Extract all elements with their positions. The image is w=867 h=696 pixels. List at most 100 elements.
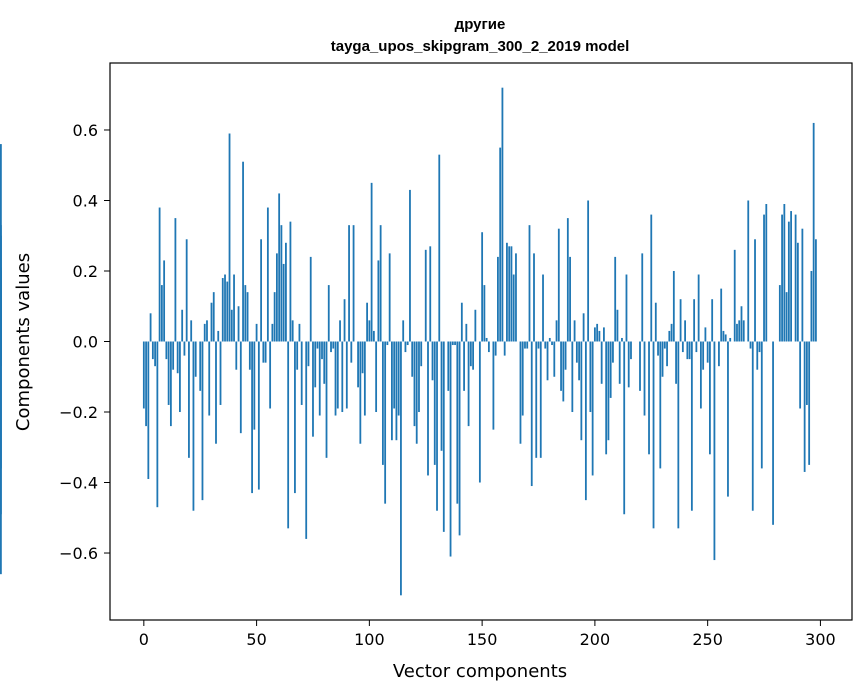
bar-182 <box>553 341 556 377</box>
bar-50 <box>255 323 258 342</box>
bar-10 <box>165 341 168 360</box>
bar-244 <box>693 299 696 342</box>
bar-102 <box>372 330 375 342</box>
bar-250 <box>706 341 709 363</box>
bar-292 <box>801 228 804 342</box>
bar-256 <box>720 288 723 342</box>
bar-98 <box>363 341 366 416</box>
x-tick-label: 300 <box>805 630 836 649</box>
bar-16 <box>179 341 181 413</box>
bar-5 <box>154 341 156 367</box>
bar-194 <box>580 341 583 441</box>
bar-41 <box>235 341 238 370</box>
bar-183 <box>555 320 558 342</box>
bar-84 <box>332 341 335 349</box>
bar-243 <box>690 341 693 511</box>
bar-114 <box>400 341 402 596</box>
bar-176 <box>539 341 542 458</box>
bar-36 <box>224 274 226 342</box>
bar-74 <box>309 256 312 342</box>
bar-14 <box>174 218 177 342</box>
bar-195 <box>582 313 585 342</box>
bar-177 <box>542 274 544 342</box>
bar-27 <box>203 323 206 342</box>
bar-109 <box>388 253 391 342</box>
x-tick-label: 200 <box>580 630 611 649</box>
bar-145 <box>469 341 472 367</box>
bar-undefined <box>0 270 2 342</box>
bar-46 <box>246 292 249 342</box>
bar-231 <box>663 341 666 349</box>
bar-296 <box>810 270 813 342</box>
bar-12 <box>169 341 172 427</box>
bar-130 <box>436 341 438 511</box>
bar-149 <box>478 341 481 483</box>
bar-54 <box>264 341 267 363</box>
bar-121 <box>415 341 418 444</box>
bar-69 <box>298 323 301 342</box>
bar-286 <box>787 221 790 342</box>
bar-112 <box>395 341 398 441</box>
bar-133 <box>442 341 445 532</box>
bar-0 <box>142 341 145 409</box>
bar-111 <box>393 341 396 409</box>
bar-189 <box>569 256 571 342</box>
y-axis-ticks: −0.6 −0.4 −0.2 0.0 0.2 0.4 0.6 <box>59 121 110 563</box>
bar-77 <box>316 341 319 349</box>
bar-263 <box>736 323 738 342</box>
bar-207 <box>609 341 612 398</box>
bar-259 <box>727 341 729 497</box>
bar-6 <box>156 341 159 508</box>
bar-99 <box>366 302 368 342</box>
bar-282 <box>778 285 781 342</box>
bar-76 <box>314 341 317 388</box>
x-axis-label: Vector components <box>393 661 567 682</box>
x-axis-ticks: 0 50 100 150 200 250 300 <box>139 620 836 649</box>
bar-222 <box>643 341 646 416</box>
bar-287 <box>790 211 792 342</box>
bar-67 <box>294 341 296 494</box>
bar-series <box>0 87 820 596</box>
bar-123 <box>420 341 423 367</box>
bar-159 <box>501 87 504 342</box>
bar-298 <box>815 239 817 342</box>
bar-100 <box>368 320 371 342</box>
bar-213 <box>623 341 626 515</box>
bar-108 <box>386 341 389 346</box>
bar-225 <box>650 214 653 342</box>
bar-86 <box>336 341 339 409</box>
bar-229 <box>659 341 662 469</box>
bar-221 <box>641 253 644 342</box>
bar-15 <box>176 341 179 374</box>
bar-55 <box>266 207 269 342</box>
bar-127 <box>429 246 432 342</box>
bar-3 <box>149 313 152 342</box>
bar-11 <box>167 341 170 405</box>
bar-89 <box>343 299 346 342</box>
bar-19 <box>185 239 188 342</box>
bar-141 <box>460 302 463 342</box>
bar-270 <box>751 341 754 511</box>
bar-75 <box>312 341 314 437</box>
bar-201 <box>596 323 599 342</box>
bar-216 <box>630 341 632 360</box>
bar-262 <box>733 249 736 342</box>
bar-150 <box>481 232 484 342</box>
bar-163 <box>510 246 513 342</box>
bar-247 <box>699 341 702 409</box>
bar-172 <box>530 341 533 487</box>
bar-181 <box>551 341 553 346</box>
bar-175 <box>537 341 540 349</box>
bar-42 <box>237 306 240 342</box>
bar-260 <box>729 337 732 342</box>
bar-132 <box>440 341 443 451</box>
bar-52 <box>260 239 262 342</box>
bar-239 <box>681 341 684 353</box>
bar-179 <box>546 341 549 381</box>
bar-64 <box>287 341 290 529</box>
bar-115 <box>402 320 405 342</box>
bar-199 <box>591 341 594 476</box>
bar-139 <box>456 341 459 504</box>
bar-88 <box>341 341 344 413</box>
bar-215 <box>627 341 630 388</box>
